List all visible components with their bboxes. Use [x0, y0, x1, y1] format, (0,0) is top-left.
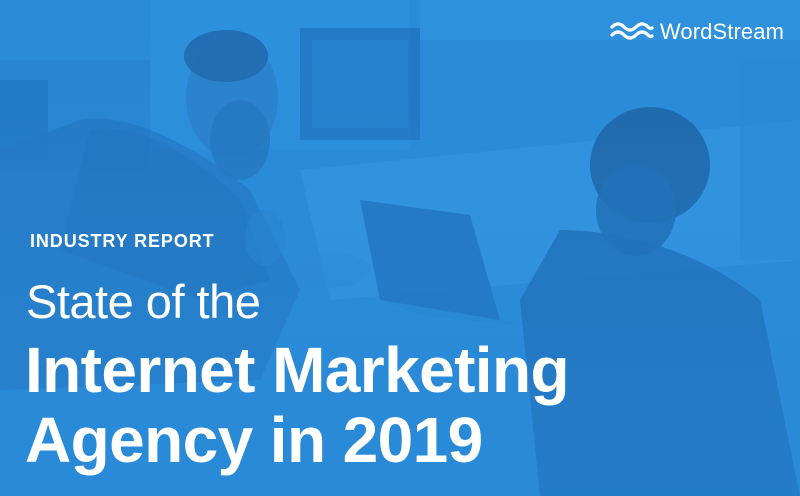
report-title-line-1: State of the [26, 275, 261, 328]
wordstream-waves-logo-icon [610, 22, 654, 40]
report-kicker: INDUSTRY REPORT [30, 231, 215, 251]
brand-header: WordStream [610, 18, 784, 46]
report-title-line-3: Agency in 2019 [25, 404, 483, 476]
report-title-line-2: Internet Marketing [25, 334, 570, 406]
brand-name: WordStream [659, 19, 784, 44]
